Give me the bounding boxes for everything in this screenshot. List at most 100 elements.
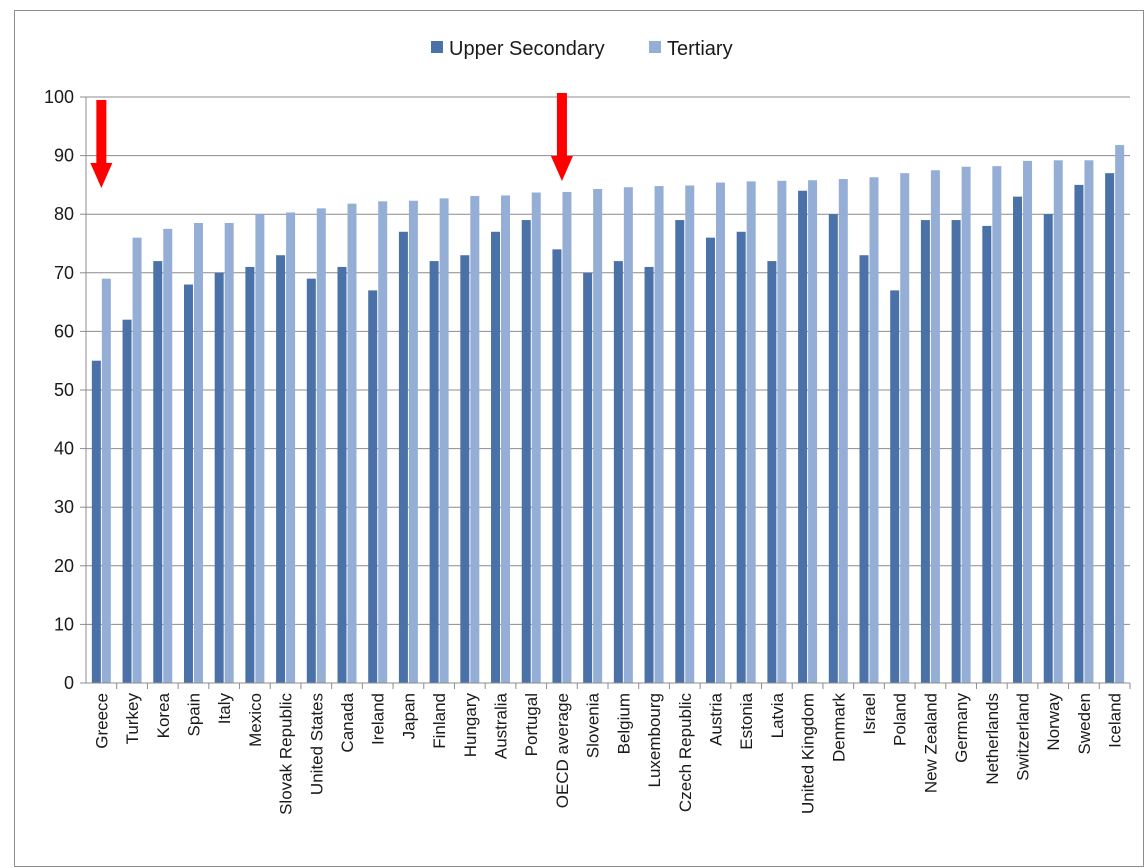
- legend: Upper Secondary Tertiary: [431, 38, 733, 60]
- x-tick-label-canada: Canada: [338, 692, 357, 752]
- arrow-head-greece: [90, 163, 113, 188]
- y-tick-label: 60: [54, 321, 74, 341]
- bar-tertiary-slovenia: [593, 189, 603, 683]
- bar-upper-secondary-spain: [183, 284, 193, 683]
- x-tick-label-greece: Greece: [92, 693, 111, 749]
- x-tick-label-austria: Austria: [706, 692, 725, 745]
- x-tick-label-australia: Australia: [492, 692, 511, 759]
- bar-upper-secondary-oecd-average: [552, 249, 562, 684]
- y-tick-label: 90: [54, 146, 74, 166]
- bar-tertiary-switzerland: [1023, 160, 1033, 683]
- bar-tertiary-austria: [715, 182, 725, 683]
- x-tick-label-slovenia: Slovenia: [584, 692, 603, 758]
- y-tick-label: 30: [54, 497, 74, 517]
- bar-upper-secondary-poland: [890, 290, 900, 683]
- legend-label-tertiary: Tertiary: [667, 38, 733, 60]
- bar-upper-secondary-norway: [1043, 214, 1053, 683]
- x-tick-label-latvia: Latvia: [768, 692, 787, 738]
- bar-tertiary-finland: [439, 198, 449, 684]
- bar-upper-secondary-switzerland: [1013, 196, 1023, 683]
- x-tick-label-korea: Korea: [154, 692, 173, 738]
- legend-swatch-upper-secondary: [431, 41, 443, 53]
- x-tick-label-belgium: Belgium: [614, 693, 633, 754]
- bar-tertiary-italy: [224, 222, 234, 684]
- x-tick-label-oecd-average: OECD average: [553, 693, 572, 808]
- x-tick-label-spain: Spain: [184, 693, 203, 736]
- x-tick-label-israel: Israel: [860, 693, 879, 735]
- bar-upper-secondary-australia: [491, 231, 501, 683]
- bar-upper-secondary-finland: [429, 261, 439, 683]
- bar-tertiary-luxembourg: [654, 186, 664, 683]
- bar-tertiary-turkey: [132, 237, 142, 683]
- bar-tertiary-spain: [193, 222, 203, 684]
- y-tick-label: 20: [54, 556, 74, 576]
- bar-tertiary-iceland: [1115, 145, 1125, 683]
- y-tick-label: 50: [54, 380, 74, 400]
- x-tick-label-denmark: Denmark: [829, 693, 848, 762]
- bar-upper-secondary-slovak-republic: [276, 255, 286, 683]
- bar-tertiary-japan: [408, 200, 418, 684]
- x-tick-label-estonia: Estonia: [737, 692, 756, 749]
- x-tick-label-united-kingdom: United Kingdom: [799, 693, 818, 814]
- y-axis-ticks: 0 10 20 30 40 50 60 70 80 90 100: [44, 87, 86, 693]
- bar-tertiary-mexico: [255, 214, 265, 683]
- bar-upper-secondary-sweden: [1074, 184, 1084, 683]
- bar-upper-secondary-luxembourg: [644, 266, 654, 683]
- arrow-shaft-oecd-average: [556, 93, 567, 156]
- y-tick-label: 80: [54, 204, 74, 224]
- bar-upper-secondary-ireland: [368, 290, 378, 683]
- bar-upper-secondary-japan: [398, 231, 408, 683]
- bar-tertiary-portugal: [531, 192, 541, 683]
- bar-upper-secondary-portugal: [521, 220, 531, 683]
- x-tick-label-portugal: Portugal: [522, 693, 541, 756]
- bars: [91, 145, 1125, 684]
- bar-upper-secondary-united-states: [306, 278, 316, 683]
- bar-upper-secondary-turkey: [122, 319, 132, 683]
- x-tick-label-mexico: Mexico: [246, 693, 265, 747]
- x-tick-label-luxembourg: Luxembourg: [645, 693, 664, 788]
- bar-upper-secondary-austria: [705, 237, 715, 683]
- gridlines: [86, 96, 1130, 684]
- bar-tertiary-slovak-republic: [286, 212, 296, 683]
- bar-upper-secondary-new-zealand: [920, 220, 930, 683]
- bar-tertiary-czech-republic: [685, 185, 695, 683]
- bar-upper-secondary-korea: [153, 261, 163, 683]
- x-tick-label-norway: Norway: [1044, 693, 1063, 751]
- bar-tertiary-ireland: [378, 201, 388, 684]
- x-tick-label-iceland: Iceland: [1106, 693, 1125, 748]
- bar-upper-secondary-israel: [859, 255, 869, 683]
- bar-tertiary-denmark: [838, 179, 848, 684]
- x-tick-label-sweden: Sweden: [1075, 693, 1094, 754]
- x-tick-label-switzerland: Switzerland: [1014, 693, 1033, 781]
- bar-upper-secondary-czech-republic: [675, 220, 685, 683]
- bar-upper-secondary-mexico: [245, 266, 255, 683]
- bar-tertiary-united-states: [316, 208, 326, 683]
- y-tick-label: 10: [54, 614, 74, 634]
- bar-tertiary-australia: [501, 195, 511, 683]
- y-tick-label: 0: [64, 673, 74, 693]
- bar-upper-secondary-estonia: [736, 231, 746, 683]
- bar-tertiary-canada: [347, 203, 357, 684]
- bar-tertiary-united-kingdom: [808, 180, 818, 683]
- legend-swatch-tertiary: [649, 41, 661, 53]
- bar-upper-secondary-iceland: [1105, 173, 1115, 683]
- x-tick-label-germany: Germany: [952, 693, 971, 763]
- bar-upper-secondary-greece: [91, 360, 101, 683]
- x-tick-label-finland: Finland: [430, 693, 449, 749]
- bar-tertiary-poland: [900, 173, 910, 683]
- bar-upper-secondary-hungary: [460, 255, 470, 683]
- bar-upper-secondary-canada: [337, 266, 347, 683]
- x-tick-label-japan: Japan: [399, 693, 418, 739]
- x-tick-label-slovak-republic: Slovak Republic: [277, 693, 296, 815]
- arrow-head-oecd-average: [550, 156, 573, 181]
- x-tick-label-netherlands: Netherlands: [983, 693, 1002, 785]
- x-tick-label-hungary: Hungary: [461, 693, 480, 758]
- bar-tertiary-greece: [101, 278, 111, 683]
- y-tick-label: 100: [44, 87, 74, 107]
- x-tick-label-turkey: Turkey: [123, 693, 142, 745]
- bar-tertiary-norway: [1053, 160, 1063, 684]
- bar-upper-secondary-denmark: [828, 214, 838, 683]
- x-tick-label-united-states: United States: [307, 693, 326, 795]
- y-tick-label: 70: [54, 263, 74, 283]
- x-tick-label-czech-republic: Czech Republic: [676, 693, 695, 813]
